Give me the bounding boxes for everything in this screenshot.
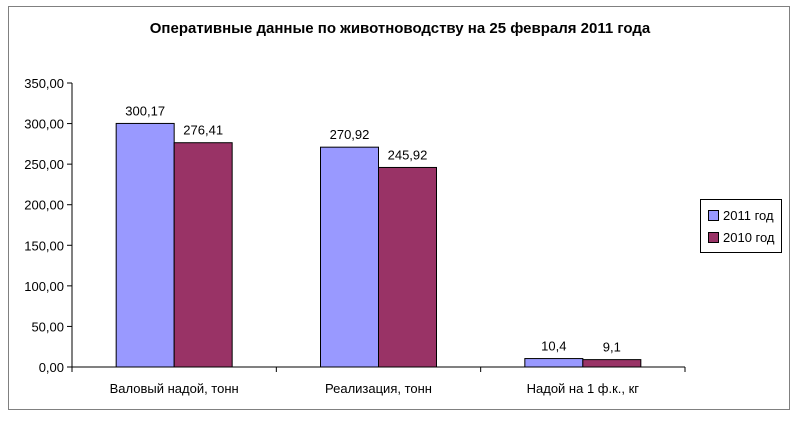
x-tick-label: Надой на 1 ф.к., кг: [527, 381, 640, 396]
data-label: 245,92: [388, 147, 428, 162]
bar: [320, 146, 379, 368]
legend-swatch-2011: [708, 209, 719, 221]
legend-item-2011: 2011 год: [708, 206, 774, 224]
data-label: 10,4: [541, 339, 566, 354]
data-label: 300,17: [125, 103, 165, 118]
bar: [173, 142, 233, 368]
y-tick-label: 300,00: [24, 117, 64, 132]
legend-label-2011: 2011 год: [723, 207, 774, 223]
x-tick-label: Реализация, тонн: [325, 381, 432, 396]
y-tick-label: 0,00: [39, 360, 64, 375]
x-tick-label: Валовый надой, тонн: [110, 381, 239, 396]
legend-item-2010: 2010 год: [708, 228, 775, 246]
legend-label-2010: 2010 год: [723, 229, 775, 245]
legend: 2011 год 2010 год: [700, 199, 782, 253]
data-label: 270,92: [330, 127, 370, 142]
bar: [582, 359, 642, 368]
chart-title: Оперативные данные по животноводству на …: [149, 20, 651, 37]
y-tick-label: 100,00: [24, 279, 64, 294]
y-tick-label: 350,00: [24, 76, 64, 91]
y-tick-label: 150,00: [24, 238, 64, 253]
data-label: 9,1: [603, 340, 621, 355]
bar: [524, 358, 584, 368]
y-tick-label: 50,00: [31, 319, 64, 334]
bar: [378, 166, 437, 368]
data-label: 276,41: [183, 123, 223, 138]
y-tick-label: 250,00: [24, 157, 64, 172]
bar: [115, 122, 175, 368]
y-tick-label: 200,00: [24, 198, 64, 213]
legend-swatch-2010: [708, 231, 719, 243]
